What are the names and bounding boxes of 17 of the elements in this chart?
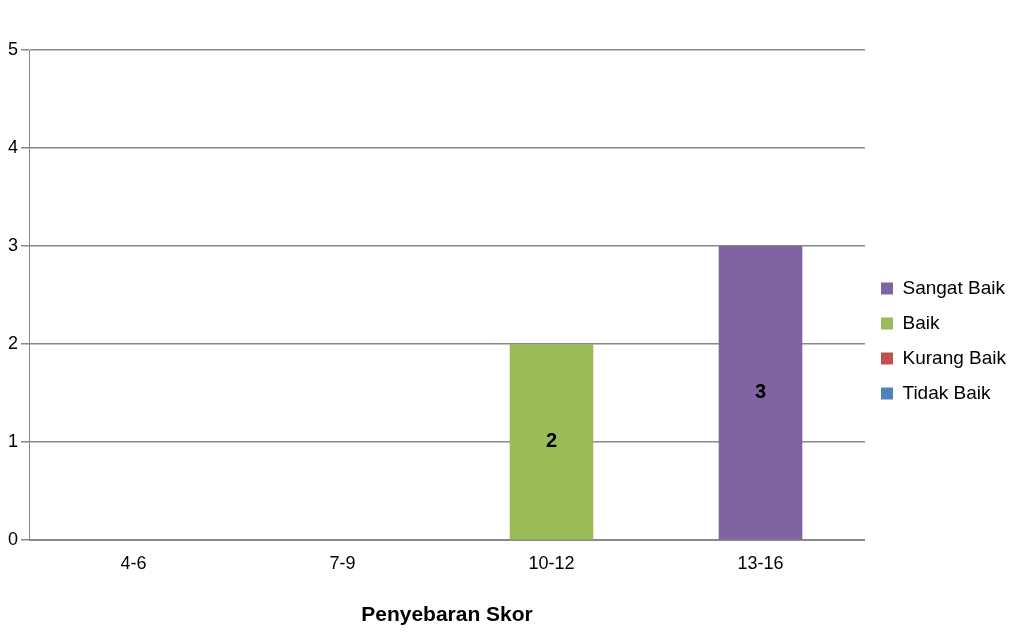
data-label: 3 [754,380,767,403]
x-tick-label: 10-12 [528,552,575,573]
data-label: 2 [545,429,558,452]
legend-label: Baik [902,311,940,333]
y-tick-label: 3 [8,235,19,256]
legend-label: Kurang Baik [902,346,1007,368]
legend-label: Tidak Baik [902,381,991,403]
x-tick-label: 13-16 [737,552,784,573]
x-axis-title: Penyebaran Skor [361,602,533,626]
x-tick-label: 7-9 [329,552,356,573]
y-tick-label: 1 [8,431,19,452]
y-tick-label: 2 [8,333,19,354]
y-tick-label: 0 [8,529,19,550]
x-tick-label: 4-6 [120,552,147,573]
legend-label: Sangat Baik [902,276,1006,298]
y-tick-label: 5 [8,38,19,59]
y-tick-label: 4 [8,137,19,158]
